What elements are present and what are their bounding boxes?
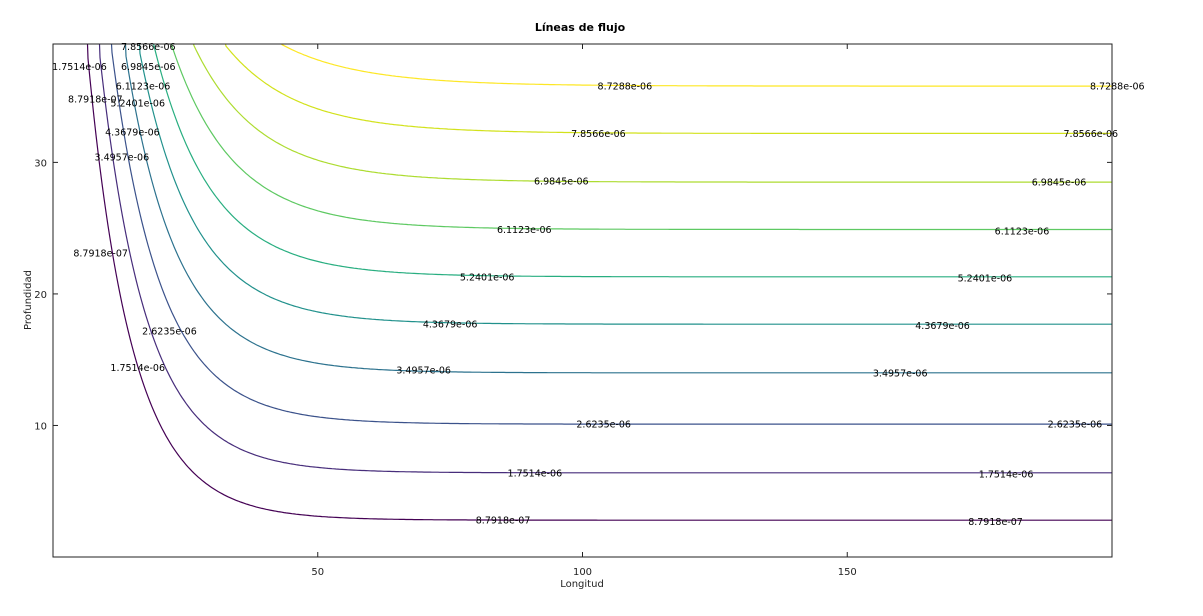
contour-level-label: 5.2401e-06 — [460, 272, 515, 283]
contour-level-label: 4.3679e-06 — [105, 128, 160, 139]
contour-lines — [86, 43, 1112, 521]
contour-line-9 — [224, 43, 1112, 134]
contour-line-3 — [110, 43, 1112, 425]
contour-level-label: 1.7514e-06 — [508, 468, 563, 479]
contour-level-label: 2.6235e-06 — [1048, 420, 1103, 431]
contour-level-label: 1.7514e-06 — [979, 470, 1034, 481]
contour-level-label: 6.9845e-06 — [1032, 178, 1087, 189]
contour-level-label: 2.6235e-06 — [576, 420, 631, 431]
contour-line-10 — [281, 43, 1112, 87]
contour-line-5 — [138, 43, 1112, 325]
chart-title: Líneas de flujo — [535, 21, 626, 34]
contour-level-label: 1.7514e-06 — [52, 62, 107, 73]
y-tick-label: 10 — [34, 421, 47, 432]
contour-level-label: 8.7288e-06 — [598, 82, 653, 93]
contour-line-7 — [170, 43, 1112, 231]
plot-area-frame — [52, 43, 1113, 558]
x-tick-label: 50 — [311, 567, 324, 578]
contour-level-label: 8.7918e-07 — [476, 516, 531, 527]
contour-level-label: 6.9845e-06 — [121, 62, 176, 73]
contour-level-label: 4.3679e-06 — [423, 320, 478, 331]
contour-line-6 — [152, 43, 1112, 278]
y-axis-label: Profundidad — [23, 270, 34, 330]
contour-level-label: 5.2401e-06 — [958, 274, 1013, 285]
contour-level-label: 2.6235e-06 — [142, 326, 197, 337]
contour-level-label: 6.1123e-06 — [116, 82, 171, 93]
contour-level-label: 6.1123e-06 — [497, 225, 552, 236]
contour-level-label: 5.2401e-06 — [110, 99, 165, 110]
x-tick-label: 150 — [838, 567, 857, 578]
axis-ticks: 50 100 150 10 20 30 — [34, 44, 1112, 578]
contour-level-label: 7.8566e-06 — [571, 129, 626, 140]
contour-level-label: 8.7918e-07 — [968, 517, 1023, 528]
contour-level-label: 6.1123e-06 — [995, 226, 1050, 237]
contour-labels: 8.7918e-07 8.7918e-07 8.7918e-07 8.7918e-07… — [52, 42, 1144, 528]
x-axis-label: Longitud — [560, 579, 604, 590]
contour-level-label: 1.7514e-06 — [110, 363, 165, 374]
contour-level-label: 3.4957e-06 — [396, 366, 451, 377]
contour-line-4 — [124, 43, 1112, 374]
x-tick-label: 100 — [573, 567, 592, 578]
contour-level-label: 8.7288e-06 — [1090, 82, 1145, 93]
contour-level-label: 3.4957e-06 — [873, 368, 928, 379]
contour-level-label: 7.8566e-06 — [1064, 129, 1119, 140]
contour-level-label: 8.7918e-07 — [68, 95, 123, 106]
contour-level-label: 7.8566e-06 — [121, 42, 176, 53]
contour-level-label: 6.9845e-06 — [534, 176, 589, 187]
y-tick-label: 30 — [34, 158, 47, 169]
contour-line-2 — [98, 43, 1112, 474]
contour-level-label: 8.7918e-07 — [73, 249, 128, 260]
contour-level-label: 3.4957e-06 — [95, 153, 150, 164]
contour-level-label: 4.3679e-06 — [915, 321, 970, 332]
contour-line-1 — [86, 43, 1112, 521]
contour-line-8 — [192, 43, 1112, 183]
y-tick-label: 20 — [34, 290, 47, 301]
